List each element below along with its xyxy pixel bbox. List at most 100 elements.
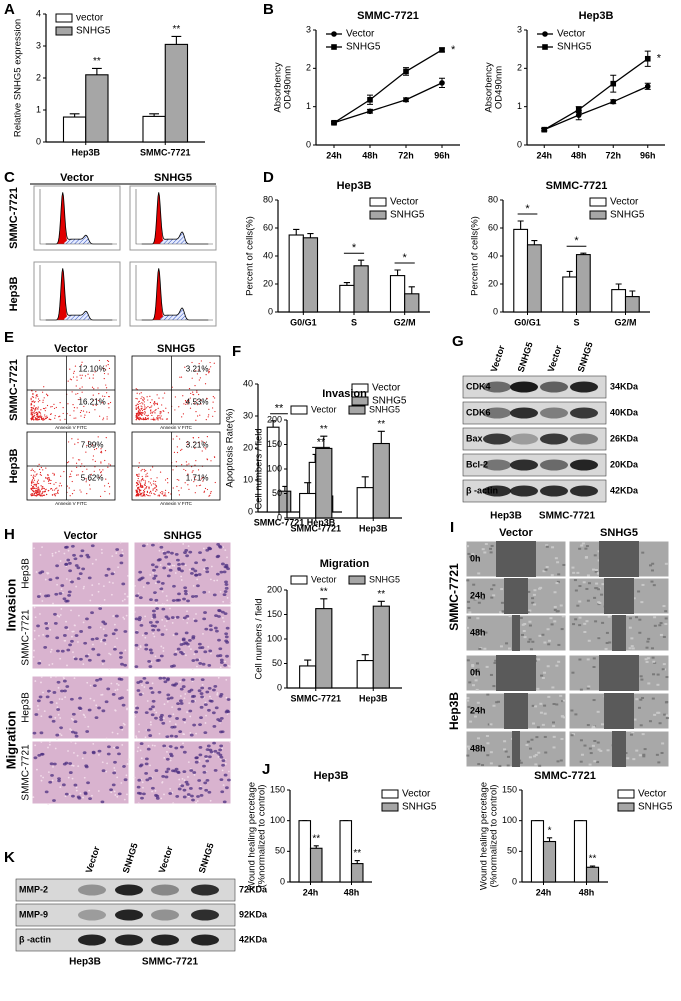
cell: [216, 751, 221, 755]
pore: [119, 541, 122, 544]
event-dot: [35, 391, 37, 393]
pore: [50, 648, 53, 651]
event-dot: [45, 417, 48, 419]
wound-gap: [612, 615, 626, 651]
event-dot: [102, 395, 104, 397]
texture: [559, 694, 563, 697]
pore: [124, 649, 127, 652]
texture: [503, 740, 507, 743]
cell: [138, 616, 142, 619]
event-dot: [210, 491, 212, 493]
event-dot: [137, 407, 139, 409]
cell: [62, 597, 67, 601]
event-dot: [35, 397, 37, 399]
y-tick-label: 0: [517, 139, 522, 149]
pore: [191, 667, 194, 670]
cell: [76, 795, 81, 799]
cell: [147, 659, 152, 663]
cell: [137, 778, 142, 782]
event-dot: [185, 403, 187, 406]
texture: [549, 617, 553, 620]
event-dot: [159, 417, 161, 419]
texture: [570, 709, 574, 712]
cell: [81, 567, 86, 571]
event-dot: [176, 446, 178, 448]
event-dot: [95, 398, 97, 400]
cell: [65, 685, 70, 688]
cell: [104, 574, 109, 577]
event-dot: [149, 490, 152, 492]
pore: [59, 786, 62, 789]
pore: [59, 560, 62, 562]
cell: [219, 716, 224, 720]
pore: [126, 707, 128, 710]
pore: [147, 744, 150, 747]
cell: [159, 715, 163, 719]
event-dot: [142, 477, 144, 480]
event-dot: [166, 418, 169, 420]
event-dot: [154, 418, 156, 420]
event-dot: [198, 369, 200, 371]
texture: [601, 583, 605, 586]
event-dot: [196, 485, 198, 487]
event-dot: [60, 485, 63, 487]
cell: [191, 659, 196, 662]
cell: [155, 659, 160, 662]
cell: [100, 800, 105, 804]
texture: [474, 715, 478, 718]
pore: [101, 663, 104, 665]
event-dot: [107, 373, 109, 375]
cell: [148, 734, 153, 737]
texture: [646, 657, 650, 660]
pore: [155, 711, 158, 714]
texture: [578, 585, 582, 588]
event-dot: [33, 411, 35, 413]
quadrant-percent: 1.71%: [186, 473, 209, 482]
cell: [173, 652, 178, 656]
protein-label: MMP-9: [19, 909, 48, 919]
event-dot: [136, 490, 139, 493]
texture: [528, 756, 532, 759]
cell: [182, 770, 187, 774]
pore: [161, 619, 164, 621]
cell: [54, 592, 59, 596]
marker: [439, 47, 445, 53]
event-dot: [31, 487, 33, 489]
event-dot: [77, 438, 79, 440]
event-dot: [139, 416, 141, 418]
cell: [168, 792, 173, 795]
cell: [170, 551, 174, 555]
texture: [542, 570, 546, 573]
cell: [174, 552, 179, 556]
event-dot: [60, 475, 62, 477]
marker: [542, 44, 548, 50]
y-tick-label: 0: [280, 876, 285, 886]
y-tick-label: 30: [243, 410, 253, 420]
texture: [576, 604, 580, 607]
event-dot: [162, 493, 164, 495]
cell: [53, 612, 57, 616]
pore: [163, 603, 166, 606]
pore: [39, 554, 42, 556]
event-dot: [162, 410, 164, 412]
pore: [68, 793, 71, 796]
g1-peak: [53, 192, 72, 244]
cell: [156, 628, 161, 632]
event-dot: [45, 407, 47, 409]
cell: [175, 615, 180, 619]
texture: [534, 705, 538, 708]
cell: [56, 708, 61, 711]
event-dot: [176, 478, 178, 481]
cell: [217, 638, 221, 642]
event-dot: [196, 404, 198, 406]
event-dot: [164, 495, 166, 497]
event-dot: [39, 473, 41, 475]
event-dot: [42, 469, 44, 471]
legend-label: SNHG5: [390, 210, 425, 221]
cell: [172, 584, 176, 588]
y-tick-label: 20: [243, 442, 253, 452]
cell: [197, 779, 202, 782]
cell: [162, 676, 166, 680]
texture: [561, 700, 565, 703]
bar: [299, 492, 317, 519]
